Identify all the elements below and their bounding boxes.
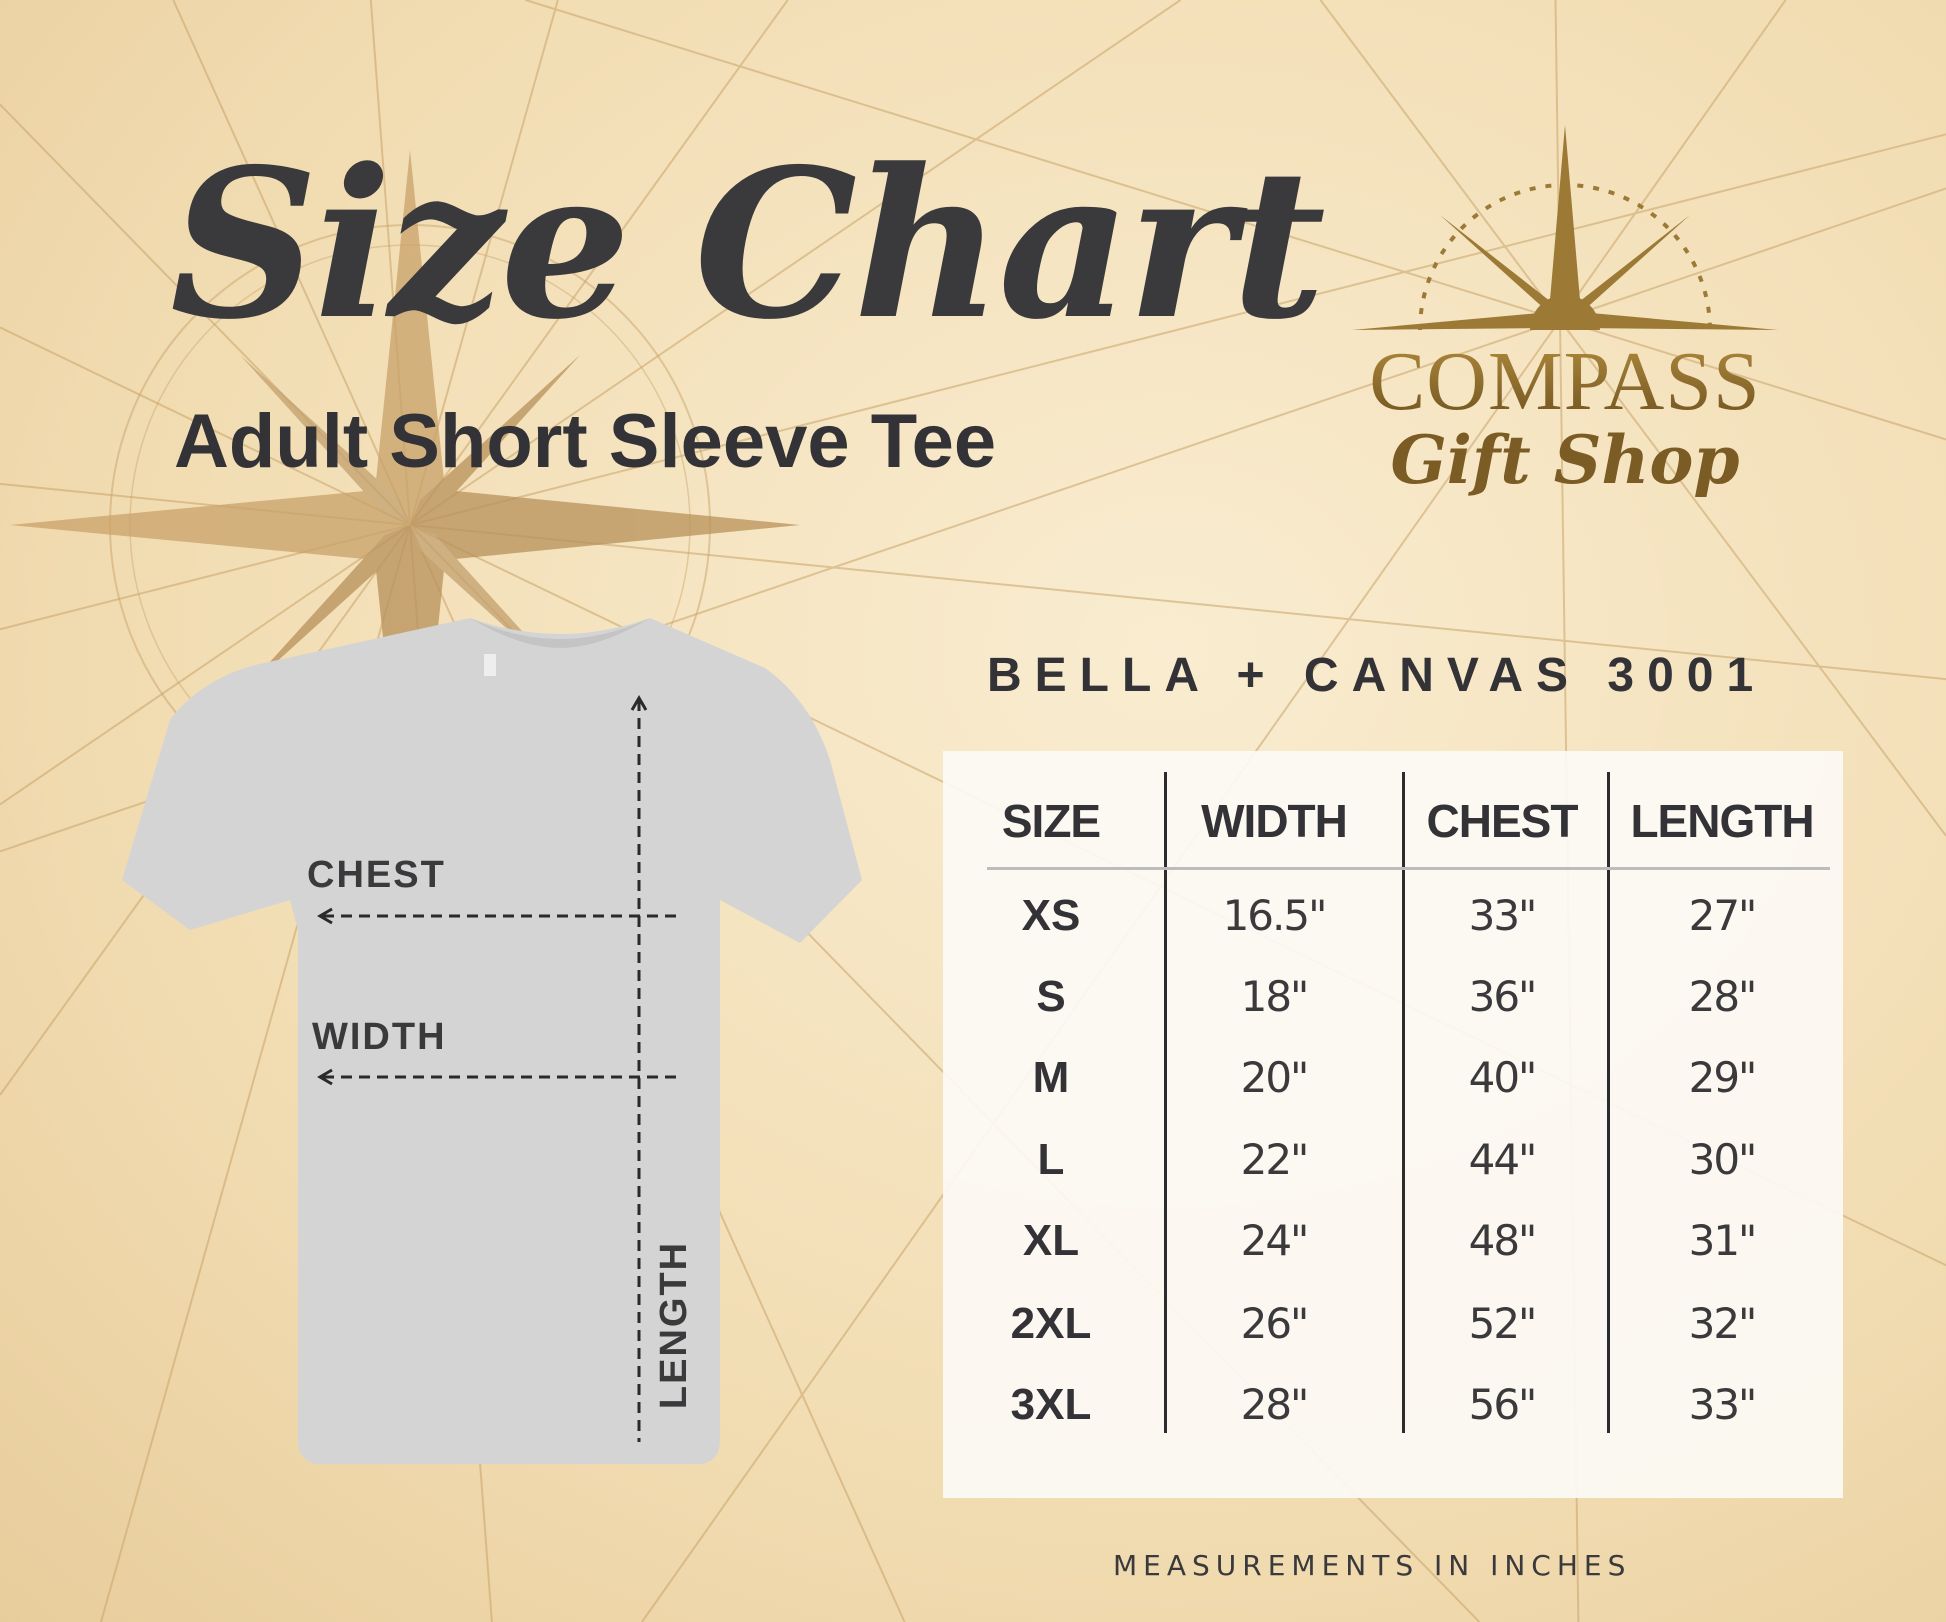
page-subtitle: Adult Short Sleeve Tee bbox=[174, 399, 997, 484]
measurement-cell: 33" bbox=[1468, 891, 1538, 940]
size-cell: XL bbox=[1022, 1216, 1080, 1265]
size-cell: XS bbox=[1021, 891, 1081, 940]
measurement-cell: 56" bbox=[1468, 1380, 1538, 1429]
measurement-cell: 28" bbox=[1240, 1380, 1310, 1429]
map-ray-line bbox=[1319, 0, 1561, 321]
map-ray-line bbox=[172, 0, 411, 526]
measurement-cell: 40" bbox=[1468, 1053, 1538, 1102]
measurement-cell: 22" bbox=[1240, 1135, 1310, 1184]
measurement-cell: 29" bbox=[1688, 1053, 1758, 1102]
column-divider bbox=[1607, 772, 1610, 1433]
column-divider bbox=[1164, 772, 1167, 1433]
measurement-cell: 33" bbox=[1688, 1380, 1758, 1429]
product-model-title: BELLA + CANVAS 3001 bbox=[987, 649, 1767, 702]
t-shirt-diagram bbox=[122, 618, 862, 1464]
measure-arrows bbox=[317, 695, 676, 1442]
measurement-cell: 28" bbox=[1688, 972, 1758, 1021]
map-ray-line bbox=[0, 524, 411, 806]
size-table: SIZE WIDTH CHEST LENGTH XS 16.5" 33" 27" S 18" 36"… bbox=[943, 751, 1843, 1498]
size-cell: L bbox=[1037, 1135, 1065, 1184]
size-cell: M bbox=[1032, 1053, 1070, 1102]
measurement-note: MEASUREMENTS IN INCHES bbox=[1113, 1549, 1632, 1582]
measurement-cell: 18" bbox=[1240, 972, 1310, 1021]
map-ray-line bbox=[409, 0, 789, 526]
measurement-cell: 30" bbox=[1688, 1135, 1758, 1184]
measurement-cell: 20" bbox=[1240, 1053, 1310, 1102]
measurement-cell: 27" bbox=[1688, 891, 1758, 940]
width-label: WIDTH bbox=[312, 1016, 447, 1058]
map-ray-line bbox=[1559, 319, 1946, 837]
length-label: LENGTH bbox=[653, 1240, 695, 1410]
column-header-width: WIDTH bbox=[1201, 795, 1348, 847]
map-ray-line bbox=[1559, 319, 1946, 441]
map-ray-line bbox=[409, 524, 1946, 681]
map-ray-line bbox=[1559, 0, 1787, 321]
measurement-cell: 32" bbox=[1688, 1299, 1758, 1348]
column-header-size: SIZE bbox=[1001, 795, 1101, 847]
map-ray-line bbox=[1559, 187, 1946, 321]
measurement-cell: 26" bbox=[1240, 1299, 1310, 1348]
map-ray-line bbox=[409, 0, 1182, 526]
measurement-cell: 31" bbox=[1688, 1216, 1758, 1265]
chest-label: CHEST bbox=[307, 854, 446, 896]
column-header-length: LENGTH bbox=[1630, 795, 1814, 847]
measurement-cell: 36" bbox=[1468, 972, 1538, 1021]
column-header-chest: CHEST bbox=[1426, 795, 1579, 847]
size-cell: 3XL bbox=[1010, 1380, 1092, 1429]
measurement-cell: 44" bbox=[1468, 1135, 1538, 1184]
compass-logo-icon bbox=[1352, 125, 1778, 331]
header-divider bbox=[987, 867, 1830, 870]
logo-text-compass: COMPASS bbox=[1345, 340, 1785, 424]
page-title: Size Chart bbox=[170, 125, 1326, 365]
compass-star-icon bbox=[10, 150, 800, 900]
measurement-cell: 16.5" bbox=[1222, 891, 1328, 940]
measurement-cell: 52" bbox=[1468, 1299, 1538, 1348]
logo-text-gift-shop: Gift Shop bbox=[1390, 421, 1740, 499]
size-cell: 2XL bbox=[1010, 1299, 1092, 1348]
measurement-cell: 48" bbox=[1468, 1216, 1538, 1265]
column-divider bbox=[1402, 772, 1405, 1433]
map-ray-line bbox=[0, 326, 411, 526]
measurement-cell: 24" bbox=[1240, 1216, 1310, 1265]
map-ray-line bbox=[525, 0, 1561, 321]
map-ray-line bbox=[409, 133, 1946, 526]
size-cell: S bbox=[1036, 972, 1066, 1021]
